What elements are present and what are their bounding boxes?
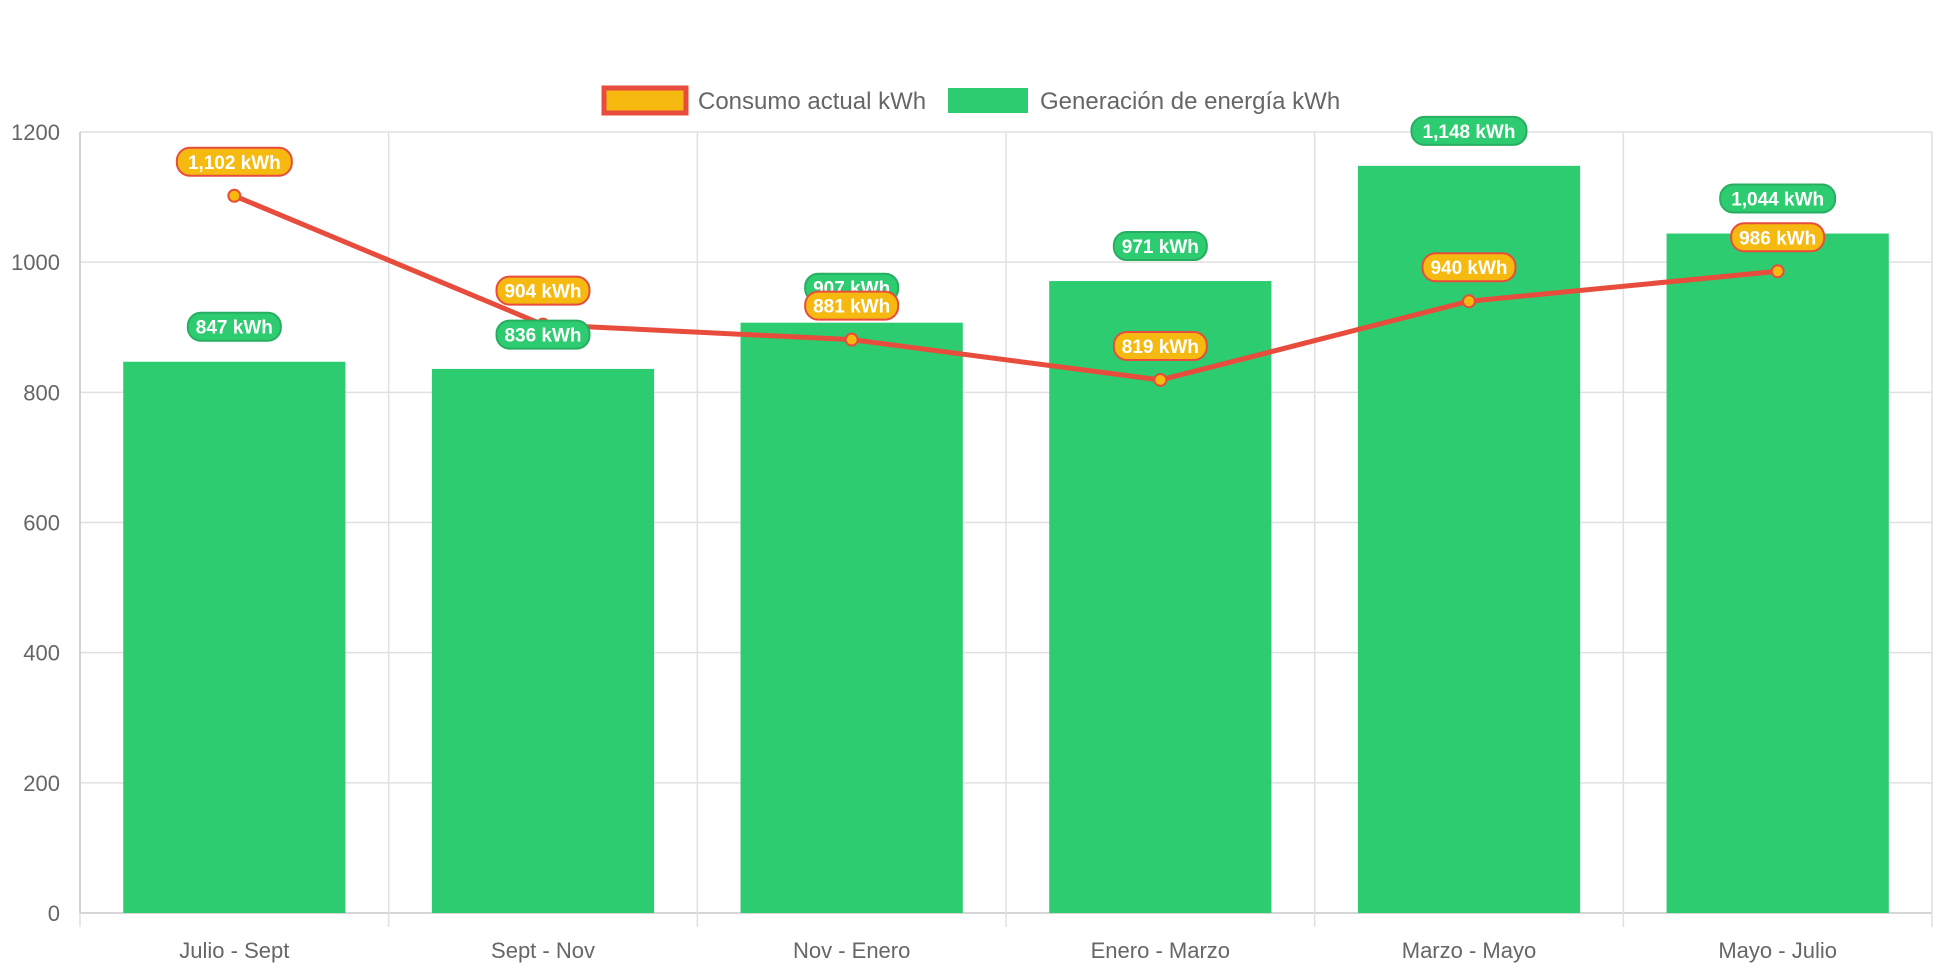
data-label-generacion: 1,044 kWh bbox=[1719, 183, 1837, 214]
data-label-consumo-text: 940 kWh bbox=[1430, 258, 1507, 279]
y-tick-label: 400 bbox=[23, 641, 60, 666]
legend-swatch-generacion bbox=[948, 88, 1028, 113]
data-label-consumo-box bbox=[495, 275, 591, 306]
x-tick-label: Julio - Sept bbox=[179, 938, 289, 963]
x-tick-label: Enero - Marzo bbox=[1091, 938, 1230, 963]
data-label-generacion: 1,148 kWh bbox=[1410, 115, 1528, 146]
data-label-consumo: 940 kWh bbox=[1421, 252, 1517, 283]
data-label-consumo-text: 1,102 kWh bbox=[188, 153, 281, 174]
data-label-generacion-text: 1,148 kWh bbox=[1423, 122, 1516, 143]
point-consumo[interactable] bbox=[844, 332, 859, 347]
data-label-consumo-box bbox=[1730, 222, 1826, 253]
data-label-consumo: 986 kWh bbox=[1730, 222, 1826, 253]
data-label-consumo: 881 kWh bbox=[804, 290, 900, 321]
data-label-generacion-box bbox=[1719, 183, 1837, 214]
data-label-consumo-text: 881 kWh bbox=[813, 297, 890, 318]
x-tick-label: Sept - Nov bbox=[491, 938, 595, 963]
legend-item-generacion[interactable]: Generación de energía kWh bbox=[948, 88, 1340, 115]
legend-label-consumo: Consumo actual kWh bbox=[698, 88, 926, 115]
data-label-generacion-box bbox=[495, 319, 591, 350]
legend: Consumo actual kWh Generación de energía… bbox=[601, 85, 1340, 116]
bar-generacion[interactable] bbox=[1666, 233, 1889, 913]
x-axis: Julio - Sept Sept - Nov Nov - Enero Enero -… bbox=[179, 938, 1837, 963]
data-label-generacion-box bbox=[1112, 231, 1208, 262]
point-consumo[interactable] bbox=[1770, 264, 1785, 279]
data-label-generacion: 847 kWh bbox=[186, 311, 282, 342]
data-label-generacion-box bbox=[1410, 115, 1528, 146]
point-consumo[interactable] bbox=[1462, 294, 1476, 309]
y-tick-label: 200 bbox=[23, 771, 60, 796]
x-tick-label: Marzo - Mayo bbox=[1402, 938, 1536, 963]
x-tick-label: Nov - Enero bbox=[793, 938, 910, 963]
data-label-consumo: 819 kWh bbox=[1112, 330, 1208, 361]
data-label-consumo-text: 819 kWh bbox=[1122, 337, 1199, 358]
data-label-generacion-text: 1,044 kWh bbox=[1731, 190, 1824, 211]
legend-label-generacion: Generación de energía kWh bbox=[1040, 88, 1340, 115]
bar-generacion[interactable] bbox=[123, 361, 346, 914]
y-axis: 0 200 400 600 800 1000 1200 bbox=[11, 120, 81, 926]
data-label-consumo-box bbox=[804, 290, 900, 321]
data-label-consumo-box bbox=[1112, 330, 1208, 361]
data-label-generacion: 836 kWh bbox=[495, 319, 591, 350]
data-label-consumo-box bbox=[175, 146, 293, 177]
bar-generacion[interactable] bbox=[1357, 165, 1581, 914]
y-tick-label: 1200 bbox=[11, 120, 60, 145]
point-consumo[interactable] bbox=[1153, 372, 1168, 387]
data-label-consumo-text: 986 kWh bbox=[1739, 228, 1816, 249]
legend-swatch-consumo bbox=[601, 85, 689, 116]
point-consumo[interactable] bbox=[227, 188, 242, 203]
data-label-generacion-text: 836 kWh bbox=[504, 326, 581, 347]
data-label-generacion-text: 971 kWh bbox=[1122, 237, 1199, 258]
data-label-generacion-box bbox=[186, 311, 282, 342]
bar-series-generacion bbox=[123, 165, 1889, 914]
y-tick-label: 0 bbox=[48, 901, 60, 926]
data-label-consumo-box bbox=[1421, 252, 1517, 283]
data-label-generacion: 971 kWh bbox=[1112, 231, 1208, 262]
y-tick-label: 800 bbox=[23, 380, 60, 405]
grid bbox=[79, 131, 1933, 927]
bar-generacion[interactable] bbox=[740, 322, 963, 913]
y-tick-label: 600 bbox=[23, 511, 60, 536]
data-label-consumo-text: 904 kWh bbox=[504, 282, 581, 303]
legend-item-consumo[interactable]: Consumo actual kWh bbox=[601, 85, 926, 116]
bar-generacion[interactable] bbox=[431, 368, 655, 913]
x-tick-label: Mayo - Julio bbox=[1718, 938, 1837, 963]
y-tick-label: 1000 bbox=[11, 250, 60, 275]
data-label-generacion-text: 847 kWh bbox=[196, 318, 273, 339]
data-label-consumo: 1,102 kWh bbox=[175, 146, 293, 177]
line-consumo bbox=[233, 193, 1778, 383]
data-label-consumo: 904 kWh bbox=[495, 275, 591, 306]
